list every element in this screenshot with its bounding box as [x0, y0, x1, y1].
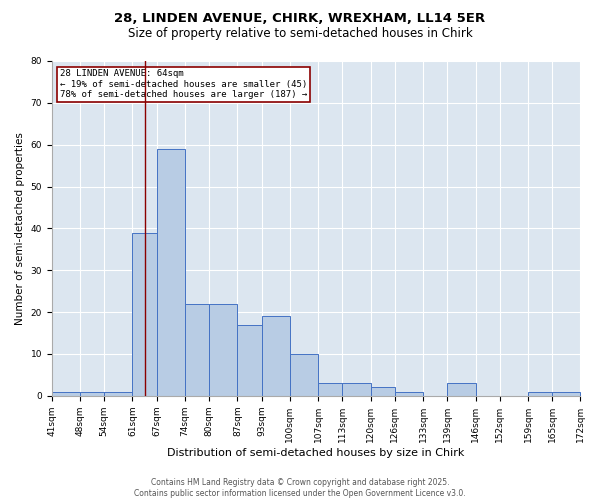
Bar [262, 316, 290, 396]
Bar [343, 384, 371, 396]
Bar [395, 392, 423, 396]
Bar [133, 232, 157, 396]
Bar [371, 388, 395, 396]
Text: 28 LINDEN AVENUE: 64sqm
← 19% of semi-detached houses are smaller (45)
78% of se: 28 LINDEN AVENUE: 64sqm ← 19% of semi-de… [60, 70, 307, 99]
Text: Contains HM Land Registry data © Crown copyright and database right 2025.
Contai: Contains HM Land Registry data © Crown c… [134, 478, 466, 498]
Bar [318, 384, 343, 396]
Text: 28, LINDEN AVENUE, CHIRK, WREXHAM, LL14 5ER: 28, LINDEN AVENUE, CHIRK, WREXHAM, LL14 … [115, 12, 485, 26]
Text: Size of property relative to semi-detached houses in Chirk: Size of property relative to semi-detach… [128, 28, 472, 40]
Bar [185, 304, 209, 396]
Bar [80, 392, 104, 396]
X-axis label: Distribution of semi-detached houses by size in Chirk: Distribution of semi-detached houses by … [167, 448, 465, 458]
Bar [238, 324, 262, 396]
Bar [448, 384, 476, 396]
Bar [104, 392, 133, 396]
Bar [552, 392, 580, 396]
Bar [528, 392, 552, 396]
Bar [209, 304, 238, 396]
Bar [157, 149, 185, 396]
Y-axis label: Number of semi-detached properties: Number of semi-detached properties [15, 132, 25, 325]
Bar [52, 392, 80, 396]
Bar [290, 354, 318, 396]
